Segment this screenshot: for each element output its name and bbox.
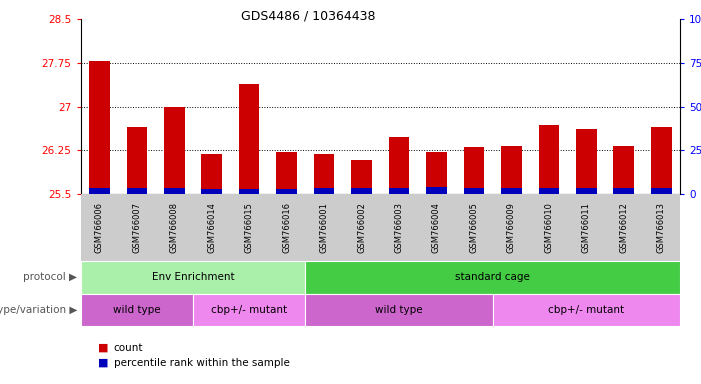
Bar xyxy=(314,188,334,194)
Text: ■: ■ xyxy=(98,343,109,353)
Text: GSM766010: GSM766010 xyxy=(545,202,553,253)
Text: GSM766007: GSM766007 xyxy=(132,202,142,253)
Text: GSM766003: GSM766003 xyxy=(395,202,404,253)
Text: GSM766005: GSM766005 xyxy=(470,202,479,253)
Bar xyxy=(538,188,559,194)
Text: GDS4486 / 10364438: GDS4486 / 10364438 xyxy=(241,10,376,23)
Bar xyxy=(239,189,259,194)
Bar xyxy=(426,187,447,194)
Bar xyxy=(538,125,559,194)
Text: GSM766004: GSM766004 xyxy=(432,202,441,253)
Text: GSM766002: GSM766002 xyxy=(357,202,366,253)
Bar xyxy=(463,188,484,194)
Bar xyxy=(126,127,147,194)
Text: percentile rank within the sample: percentile rank within the sample xyxy=(114,358,290,368)
Text: GSM766015: GSM766015 xyxy=(245,202,254,253)
Text: GSM766013: GSM766013 xyxy=(657,202,666,253)
Bar xyxy=(314,154,334,194)
Text: ■: ■ xyxy=(98,358,109,368)
Bar xyxy=(89,188,109,194)
Bar xyxy=(389,188,409,194)
Bar xyxy=(89,61,109,194)
Bar xyxy=(276,152,297,194)
Bar xyxy=(576,188,597,194)
Bar xyxy=(201,154,222,194)
Text: GSM766014: GSM766014 xyxy=(207,202,216,253)
Text: GSM766001: GSM766001 xyxy=(320,202,329,253)
Text: GSM766016: GSM766016 xyxy=(282,202,291,253)
Bar xyxy=(463,147,484,194)
Bar xyxy=(239,84,259,194)
Text: GSM766009: GSM766009 xyxy=(507,202,516,253)
Text: count: count xyxy=(114,343,143,353)
Bar xyxy=(613,146,634,194)
Bar xyxy=(276,189,297,194)
Bar xyxy=(126,188,147,194)
Bar xyxy=(164,188,184,194)
Bar xyxy=(201,189,222,194)
Bar xyxy=(501,188,522,194)
Text: cbp+/- mutant: cbp+/- mutant xyxy=(211,305,287,315)
Text: GSM766011: GSM766011 xyxy=(582,202,591,253)
Bar xyxy=(389,137,409,194)
Text: wild type: wild type xyxy=(113,305,161,315)
Text: genotype/variation ▶: genotype/variation ▶ xyxy=(0,305,77,315)
Text: protocol ▶: protocol ▶ xyxy=(23,272,77,283)
Bar xyxy=(651,188,672,194)
Bar xyxy=(426,152,447,194)
Text: Env Enrichment: Env Enrichment xyxy=(151,272,234,283)
Text: GSM766008: GSM766008 xyxy=(170,202,179,253)
Text: wild type: wild type xyxy=(375,305,423,315)
Bar xyxy=(613,188,634,194)
Text: GSM766012: GSM766012 xyxy=(619,202,628,253)
Bar xyxy=(651,127,672,194)
Bar xyxy=(164,107,184,194)
Text: GSM766006: GSM766006 xyxy=(95,202,104,253)
Bar xyxy=(576,129,597,194)
Bar xyxy=(351,160,372,194)
Text: cbp+/- mutant: cbp+/- mutant xyxy=(548,305,625,315)
Text: standard cage: standard cage xyxy=(455,272,530,283)
Bar xyxy=(351,188,372,194)
Bar xyxy=(501,146,522,194)
